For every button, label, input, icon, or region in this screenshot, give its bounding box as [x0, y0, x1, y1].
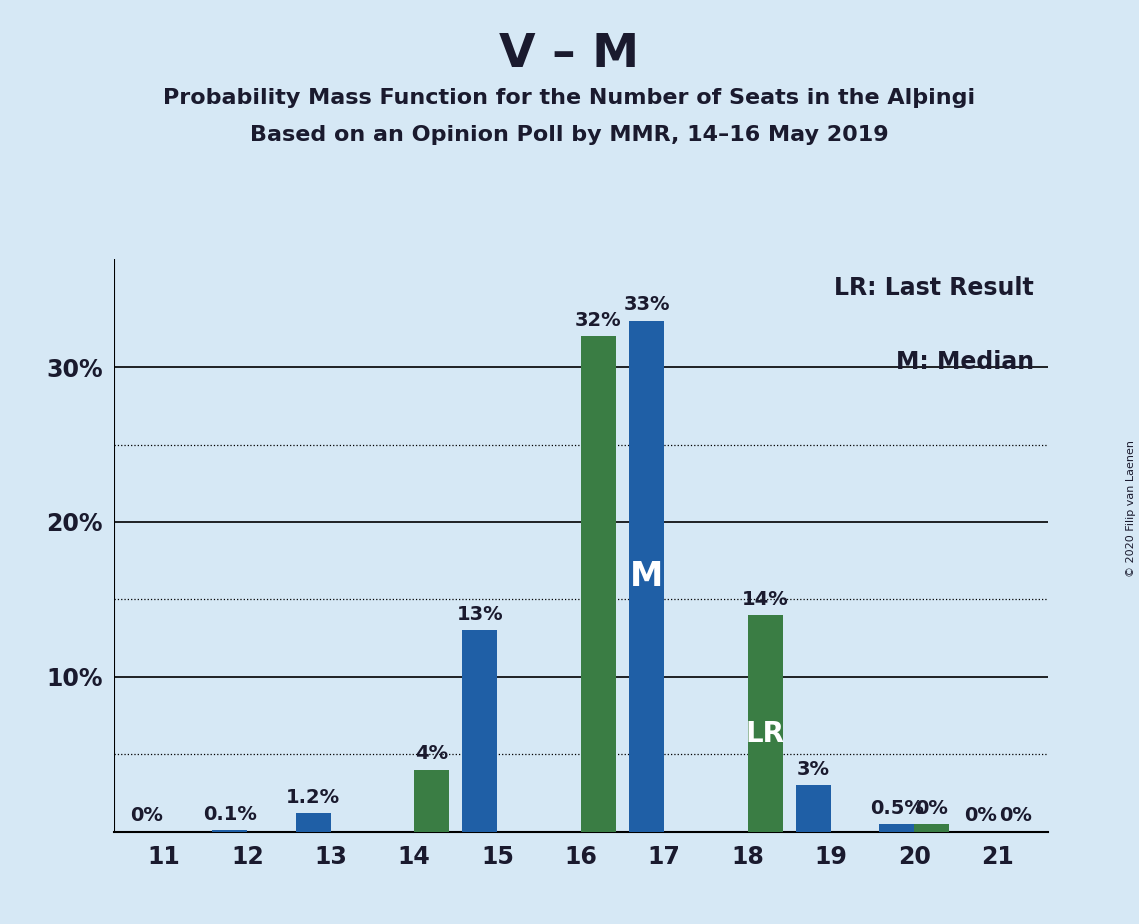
Text: 0%: 0%: [130, 807, 163, 825]
Bar: [212, 830, 247, 832]
Bar: [296, 813, 330, 832]
Text: 1.2%: 1.2%: [286, 788, 341, 807]
Text: 0.1%: 0.1%: [203, 805, 256, 824]
Bar: [629, 321, 664, 832]
Bar: [747, 614, 782, 832]
Text: 14%: 14%: [741, 590, 788, 609]
Text: 13%: 13%: [457, 605, 503, 624]
Text: 3%: 3%: [797, 760, 830, 779]
Bar: [915, 824, 950, 832]
Text: 4%: 4%: [415, 745, 448, 763]
Bar: [796, 785, 831, 832]
Text: 33%: 33%: [623, 296, 670, 314]
Text: 0%: 0%: [916, 798, 949, 818]
Text: Probability Mass Function for the Number of Seats in the Alþingi: Probability Mass Function for the Number…: [163, 88, 976, 108]
Bar: [879, 824, 915, 832]
Text: 0%: 0%: [964, 807, 997, 825]
Text: 0.5%: 0.5%: [870, 798, 924, 818]
Text: V – M: V – M: [499, 32, 640, 78]
Text: 0%: 0%: [999, 807, 1032, 825]
Text: M: M: [630, 560, 663, 592]
Bar: [462, 630, 498, 832]
Text: LR: Last Result: LR: Last Result: [834, 276, 1034, 300]
Bar: [415, 770, 449, 832]
Text: Based on an Opinion Poll by MMR, 14–16 May 2019: Based on an Opinion Poll by MMR, 14–16 M…: [251, 125, 888, 145]
Text: 32%: 32%: [575, 311, 622, 330]
Text: LR: LR: [746, 720, 785, 748]
Text: M: Median: M: Median: [895, 350, 1034, 374]
Bar: [581, 336, 616, 832]
Text: © 2020 Filip van Laenen: © 2020 Filip van Laenen: [1126, 440, 1136, 577]
